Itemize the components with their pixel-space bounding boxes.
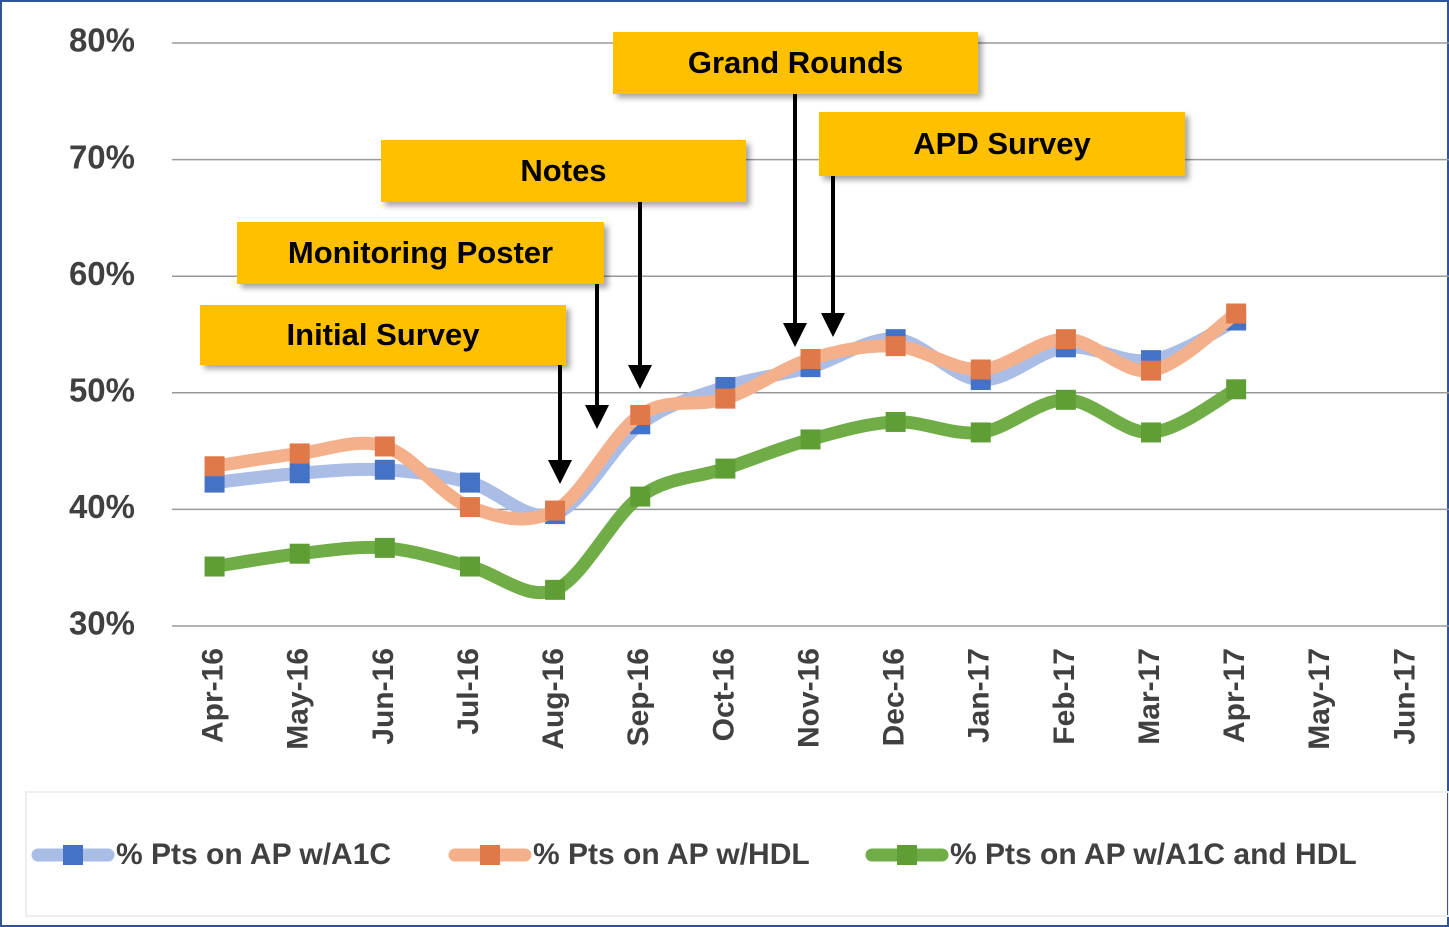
data-point bbox=[1226, 379, 1247, 400]
data-point bbox=[289, 443, 310, 464]
y-tick-label: 30% bbox=[69, 605, 135, 642]
x-tick-label: May-16 bbox=[282, 648, 315, 750]
x-tick-label: Sep-16 bbox=[622, 648, 655, 746]
y-tick-label: 70% bbox=[69, 138, 135, 175]
annotation-label: APD Survey bbox=[913, 126, 1091, 161]
annotation-box bbox=[381, 140, 746, 202]
data-point bbox=[289, 463, 310, 484]
x-tick-label: Jun-17 bbox=[1388, 648, 1421, 745]
data-point bbox=[1141, 422, 1162, 443]
data-point bbox=[970, 422, 991, 443]
legend-label: % Pts on AP w/A1C and HDL bbox=[950, 838, 1357, 871]
data-point bbox=[204, 472, 225, 493]
annotation-box bbox=[819, 112, 1185, 176]
data-point bbox=[545, 579, 566, 600]
legend-box bbox=[25, 791, 1449, 917]
data-point bbox=[715, 458, 736, 479]
data-point bbox=[1226, 303, 1247, 324]
data-point bbox=[630, 404, 651, 425]
data-point bbox=[715, 388, 736, 409]
data-point bbox=[630, 486, 651, 507]
data-point bbox=[800, 348, 821, 369]
x-tick-label: May-17 bbox=[1303, 648, 1336, 750]
annotation-label: Grand Rounds bbox=[688, 45, 903, 80]
data-point bbox=[374, 436, 395, 457]
x-tick-label: Oct-16 bbox=[707, 648, 740, 741]
y-tick-label: 60% bbox=[69, 255, 135, 292]
data-point bbox=[459, 556, 480, 577]
annotation-label: Notes bbox=[520, 153, 606, 188]
data-point bbox=[800, 429, 821, 450]
legend-marker bbox=[63, 845, 83, 865]
x-tick-label: Jul-16 bbox=[452, 648, 485, 735]
y-tick-label: 50% bbox=[69, 372, 135, 409]
data-point bbox=[374, 537, 395, 558]
x-tick-label: Dec-16 bbox=[878, 648, 911, 746]
x-tick-label: Jun-16 bbox=[367, 648, 400, 745]
data-point bbox=[1141, 360, 1162, 381]
x-tick-label: Jan-17 bbox=[963, 648, 996, 743]
x-tick-label: Apr-16 bbox=[196, 648, 229, 743]
data-point bbox=[204, 556, 225, 577]
data-point bbox=[459, 472, 480, 493]
annotation-box bbox=[200, 305, 566, 365]
y-tick-label: 40% bbox=[69, 488, 135, 525]
data-point bbox=[289, 543, 310, 564]
y-tick-label: 80% bbox=[69, 22, 135, 59]
legend-marker bbox=[480, 845, 500, 865]
annotation-box bbox=[237, 222, 604, 284]
data-point bbox=[885, 336, 906, 357]
x-tick-label: Apr-17 bbox=[1218, 648, 1251, 743]
data-point bbox=[459, 497, 480, 518]
data-point bbox=[970, 359, 991, 380]
data-point bbox=[1055, 389, 1076, 410]
x-tick-label: Aug-16 bbox=[537, 648, 570, 750]
legend-marker bbox=[897, 845, 917, 865]
annotation-label: Initial Survey bbox=[287, 317, 481, 352]
data-point bbox=[545, 500, 566, 521]
x-tick-label: Feb-17 bbox=[1048, 648, 1081, 745]
legend-label: % Pts on AP w/HDL bbox=[533, 838, 810, 871]
data-point bbox=[374, 459, 395, 480]
data-point bbox=[204, 456, 225, 477]
x-tick-label: Mar-17 bbox=[1133, 648, 1166, 745]
annotation-label: Monitoring Poster bbox=[288, 235, 553, 270]
data-point bbox=[1055, 329, 1076, 350]
data-point bbox=[885, 411, 906, 432]
annotation-box bbox=[613, 32, 978, 94]
x-tick-label: Nov-16 bbox=[792, 648, 825, 748]
legend-label: % Pts on AP w/A1C bbox=[116, 838, 391, 871]
